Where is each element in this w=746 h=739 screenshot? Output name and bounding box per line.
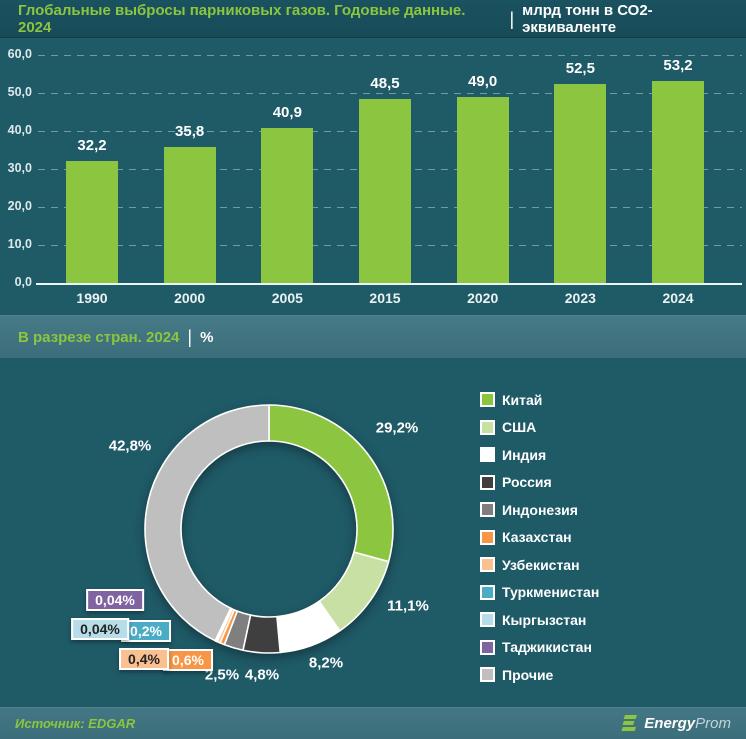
legend-label: Индонезия — [502, 501, 578, 518]
slice-label-Индонезия: 2,5% — [204, 666, 240, 684]
title-unit: млрд тонн в СО2-эквиваленте — [522, 1, 653, 36]
x-tick-label: 2015 — [369, 290, 401, 306]
legend-label: Казахстан — [502, 529, 572, 546]
legend-swatch — [480, 667, 495, 683]
bar-value-label: 53,2 — [663, 56, 693, 74]
slice-label-Индия: 8,2% — [308, 654, 344, 672]
legend-swatch — [480, 392, 495, 408]
y-tick-label: 40,0 — [7, 123, 32, 137]
legend-swatch — [480, 529, 495, 545]
donut-slice-Китай — [268, 404, 394, 563]
y-tick-label: 10,0 — [7, 237, 32, 251]
bar-value-label: 48,5 — [370, 74, 400, 92]
bar-2015 — [359, 98, 411, 283]
x-tick-label: 2023 — [564, 290, 596, 306]
y-tick-label: 0,0 — [14, 275, 32, 289]
slice-label-Узбекистан: 0,4% — [119, 648, 169, 670]
slice-label-Туркменистан: 0,2% — [121, 620, 171, 642]
legend-swatch — [480, 419, 495, 435]
bar-value-label: 52,5 — [565, 59, 595, 77]
page-title: Глобальные выбросы парниковых газов. Год… — [18, 1, 466, 36]
legend-item-Индия: Индия — [480, 441, 599, 469]
source-note: Источник: EDGAR — [15, 716, 136, 731]
slice-label-Россия: 4,8% — [244, 666, 280, 684]
legend-item-Узбекистан: Узбекистан — [480, 551, 599, 579]
bar-1990 — [66, 160, 118, 283]
legend-item-США: США — [480, 414, 599, 442]
legend-label: Кыргызстан — [502, 611, 587, 628]
x-tick-label: 2020 — [467, 290, 499, 306]
header: Глобальные выбросы парниковых газов. Год… — [0, 0, 746, 38]
legend-label: Прочие — [502, 666, 554, 683]
x-tick-label: 1990 — [76, 290, 108, 306]
logo-energy: Energy — [644, 715, 696, 732]
bar-value-label: 49,0 — [468, 72, 498, 90]
logo-prom: Prom — [695, 715, 731, 732]
legend-label: США — [502, 419, 537, 436]
countries-banner: В разрезе стран. 2024 | % — [0, 315, 746, 358]
legend-item-Туркменистан: Туркменистан — [480, 579, 599, 607]
bar-value-label: 35,8 — [175, 122, 205, 140]
slice-label-Казахстан: 0,6% — [163, 649, 213, 671]
legend-item-Казахстан: Казахстан — [480, 524, 599, 552]
legend-label: Узбекистан — [502, 556, 580, 573]
x-tick-label: 2024 — [662, 290, 694, 306]
bar-2005 — [261, 127, 314, 283]
slice-label-Таджикистан: 0,04% — [86, 589, 144, 611]
countries-separator: | — [187, 327, 193, 347]
bar-2000 — [163, 146, 216, 283]
legend-swatch — [480, 502, 495, 518]
legend-label: Китай — [502, 391, 543, 408]
legend-item-Таджикистан: Таджикистан — [480, 634, 599, 662]
legend-swatch — [480, 584, 495, 600]
x-tick-label: 2005 — [271, 290, 303, 306]
bar-2020 — [456, 96, 509, 283]
legend-item-Кыргызстан: Кыргызстан — [480, 606, 599, 634]
title-separator: | — [509, 8, 515, 29]
x-tick-label: 2000 — [174, 290, 206, 306]
legend: Китай США Индия Россия Индонезия Казахстан Узб… — [480, 386, 599, 689]
legend-label: Индия — [502, 446, 547, 463]
legend-item-Индонезия: Индонезия — [480, 496, 599, 524]
legend-swatch — [480, 474, 495, 490]
energyprom-logo: Energy Prom — [617, 714, 731, 734]
footer: Источник: EDGAR Energy Prom — [0, 707, 746, 739]
bar-2024 — [652, 80, 705, 283]
bar-chart-section: 0,0 10,0 20,0 30,0 40,0 50,0 60,0 32,2 1990 35,8 2… — [0, 38, 746, 315]
gridline-60 — [38, 55, 742, 56]
legend-item-Китай: Китай — [480, 386, 599, 414]
legend-swatch — [480, 557, 495, 573]
slice-label-США: 11,1% — [387, 597, 429, 615]
countries-unit: % — [200, 328, 214, 346]
legend-label: Таджикистан — [502, 639, 592, 656]
y-tick-label: 60,0 — [7, 47, 32, 61]
energyprom-icon — [621, 714, 638, 731]
y-tick-label: 50,0 — [7, 85, 32, 99]
countries-title: В разрезе стран. 2024 — [18, 328, 180, 346]
y-tick-label: 20,0 — [7, 199, 32, 213]
bar-2023 — [554, 83, 607, 283]
bar-chart-plot: 0,0 10,0 20,0 30,0 40,0 50,0 60,0 32,2 1990 35,8 2… — [0, 38, 746, 315]
bar-value-label: 32,2 — [77, 136, 107, 154]
bar-value-label: 40,9 — [272, 103, 302, 121]
y-tick-label: 30,0 — [7, 161, 32, 175]
legend-swatch — [480, 612, 495, 628]
legend-label: Россия — [502, 474, 552, 491]
legend-swatch — [480, 447, 495, 463]
gridline-50 — [38, 93, 742, 94]
donut-slice-Прочие — [144, 404, 270, 642]
slice-label-Китай: 29,2% — [375, 419, 419, 437]
legend-label: Туркменистан — [502, 584, 600, 601]
legend-swatch — [480, 639, 495, 655]
legend-item-Прочие: Прочие — [480, 661, 599, 689]
donut-section: 29,2% 11,1% 8,2% 4,8% 2,5% 0,6% 0,4% 0,2% 0,04% 0… — [0, 358, 746, 707]
donut-chart — [144, 404, 394, 654]
slice-label-Кыргызстан: 0,04% — [71, 618, 129, 640]
slice-label-Прочие: 42,8% — [108, 437, 152, 455]
legend-item-Россия: Россия — [480, 469, 599, 497]
x-axis-line — [36, 283, 742, 285]
